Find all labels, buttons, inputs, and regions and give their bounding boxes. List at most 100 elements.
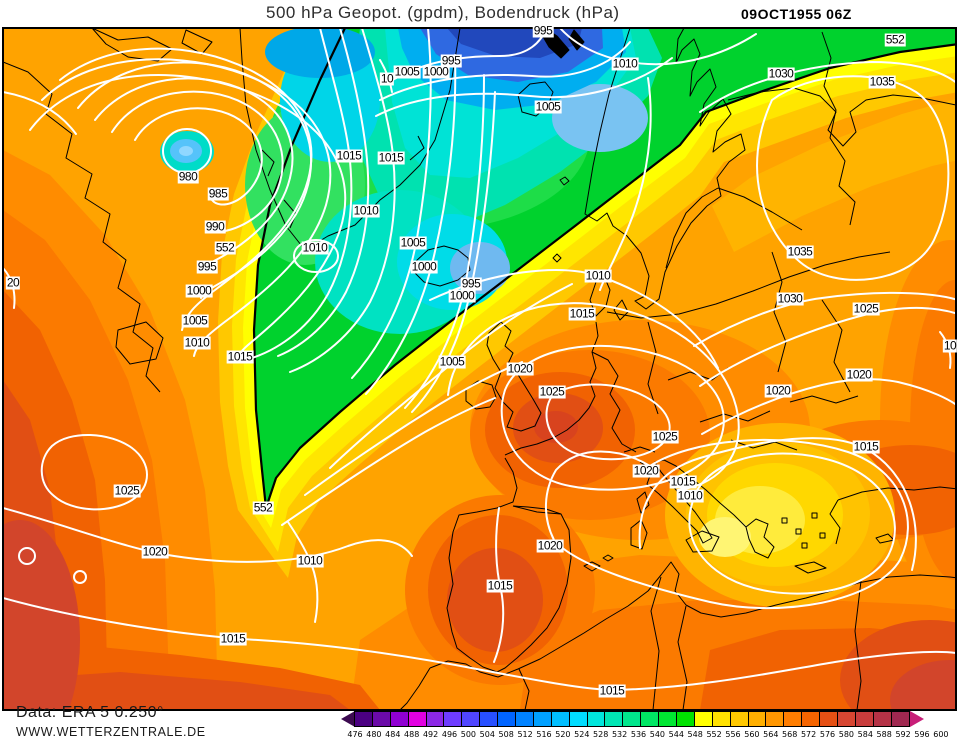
colorbar-tick: 524 xyxy=(574,730,590,739)
pressure-contour-label: 1005 xyxy=(399,235,427,250)
pressure-contour-label: 1015 xyxy=(486,578,514,593)
pressure-contour-label: 1015 xyxy=(598,683,626,698)
pressure-contour-label: 1010 xyxy=(352,203,380,218)
colorbar-segment xyxy=(640,711,660,727)
pressure-contour-label: 990 xyxy=(204,219,226,234)
colorbar-tick: 592 xyxy=(895,730,911,739)
pressure-contour-label: 1020 xyxy=(536,538,564,553)
pressure-contour-label: 1010 xyxy=(183,335,211,350)
colorbar-segment xyxy=(586,711,606,727)
pressure-contour-label: 1030 xyxy=(767,66,795,81)
colorbar-segment xyxy=(872,711,892,727)
pressure-contour-label: 1025 xyxy=(852,301,880,316)
colorbar-tick: 580 xyxy=(838,730,855,739)
colorbar-segment xyxy=(729,711,749,727)
pressure-contour-label: 1015 xyxy=(377,150,405,165)
geopotential-contour-label: 552 xyxy=(214,240,236,255)
pressure-contour-label: 1035 xyxy=(786,244,814,259)
colorbar-under-arrow xyxy=(341,711,355,727)
pressure-contour-label: 1015 xyxy=(669,474,697,489)
pressure-contour-label: 1010 xyxy=(611,56,639,71)
pressure-contour-label: 995 xyxy=(532,23,554,38)
pressure-contour-label: 10 xyxy=(379,71,395,86)
colorbar-tick: 556 xyxy=(725,730,741,739)
data-source-text: Data: ERA 5 0.250° xyxy=(16,704,164,721)
pressure-contour-label: 1015 xyxy=(219,631,247,646)
pressure-contour-label: 1015 xyxy=(852,439,880,454)
colorbar-segment xyxy=(389,711,409,727)
colorbar-segment xyxy=(711,711,731,727)
map-frame xyxy=(2,27,957,711)
pressure-contour-label: 995 xyxy=(460,276,482,291)
colorbar-tick: 492 xyxy=(422,730,439,739)
isobar-layer xyxy=(3,28,956,692)
pressure-contour-label: 1005 xyxy=(438,354,466,369)
colorbar-tick: 560 xyxy=(744,730,760,739)
colorbar-segment xyxy=(837,711,856,727)
pressure-contour-label: 1010 xyxy=(296,553,324,568)
pressure-contour-label: 1025 xyxy=(651,429,679,444)
pressure-contour-label: 1015 xyxy=(226,349,254,364)
pressure-contour-label: 1005 xyxy=(181,313,209,328)
colorbar-tick: 552 xyxy=(706,730,722,739)
colorbar-tick: 544 xyxy=(668,730,684,739)
pressure-contour-label: 1000 xyxy=(448,288,476,303)
colorbar-tick: 536 xyxy=(630,730,647,739)
colorbar-tick: 520 xyxy=(555,730,571,739)
colorbar-segment xyxy=(515,711,534,727)
colorbar-tick: 568 xyxy=(782,730,798,739)
colorbar-tick: 528 xyxy=(593,730,609,739)
colorbar-segment xyxy=(676,711,695,727)
colorbar-tick: 576 xyxy=(819,730,836,739)
pressure-contour-label: 1010 xyxy=(676,488,704,503)
pressure-contour-label: 995 xyxy=(440,53,462,68)
colorbar-segment xyxy=(747,711,767,727)
colorbar-segment xyxy=(479,711,499,727)
pressure-contour-label: 10 xyxy=(942,338,958,353)
pressure-contour-label: 1005 xyxy=(393,64,421,79)
colorbar-segment xyxy=(532,711,552,727)
pressure-contour-label: 1015 xyxy=(335,148,363,163)
geopotential-fill-layer xyxy=(3,28,956,710)
colorbar-segment xyxy=(371,711,391,727)
colorbar-tick: 572 xyxy=(800,730,817,739)
colorbar-tick: 500 xyxy=(460,730,477,739)
colorbar-segment xyxy=(604,711,624,727)
colorbar-segments xyxy=(341,711,924,727)
pressure-contour-label: 1020 xyxy=(506,361,534,376)
pressure-contour-label: 1020 xyxy=(764,383,792,398)
colorbar-tick: 600 xyxy=(933,730,949,739)
website-text: WWW.WETTERZENTRALE.DE xyxy=(16,725,206,739)
colorbar-tick: 532 xyxy=(611,730,628,739)
colorbar-segment xyxy=(765,711,785,727)
colorbar-over-arrow xyxy=(909,711,924,727)
colorbar-segment xyxy=(568,711,588,727)
page-title: 500 hPa Geopot. (gpdm), Bodendruck (hPa) xyxy=(266,3,620,22)
colorbar-segment xyxy=(407,711,427,727)
colorbar-segment xyxy=(354,711,373,727)
pressure-contour-label: 1025 xyxy=(113,483,141,498)
geopotential-contour-label: 552 xyxy=(252,500,274,515)
colorbar-segment xyxy=(658,711,678,727)
colorbar-tick: 484 xyxy=(385,730,401,739)
colorbar-segment xyxy=(693,711,713,727)
colorbar-tick: 504 xyxy=(479,730,495,739)
colorbar-tick: 540 xyxy=(649,730,666,739)
colorbar-tick: 516 xyxy=(536,730,552,739)
pressure-contour-label: 1020 xyxy=(845,367,873,382)
colorbar-segment xyxy=(443,711,463,727)
pressure-contour-label: 1010 xyxy=(301,240,329,255)
pressure-contour-label: 1005 xyxy=(534,99,562,114)
colorbar-segment xyxy=(425,711,445,727)
pressure-contour-label: 985 xyxy=(207,186,229,201)
pressure-contour-label: 1000 xyxy=(410,259,438,274)
colorbar-tick: 596 xyxy=(914,730,930,739)
colorbar-tick: 476 xyxy=(347,730,363,739)
pressure-contour-label: 1025 xyxy=(538,384,566,399)
colorbar-tick: 588 xyxy=(876,730,892,739)
colorbar-tick: 480 xyxy=(366,730,382,739)
colorbar-tick: 488 xyxy=(404,730,420,739)
pressure-contour-label: 1030 xyxy=(776,291,804,306)
